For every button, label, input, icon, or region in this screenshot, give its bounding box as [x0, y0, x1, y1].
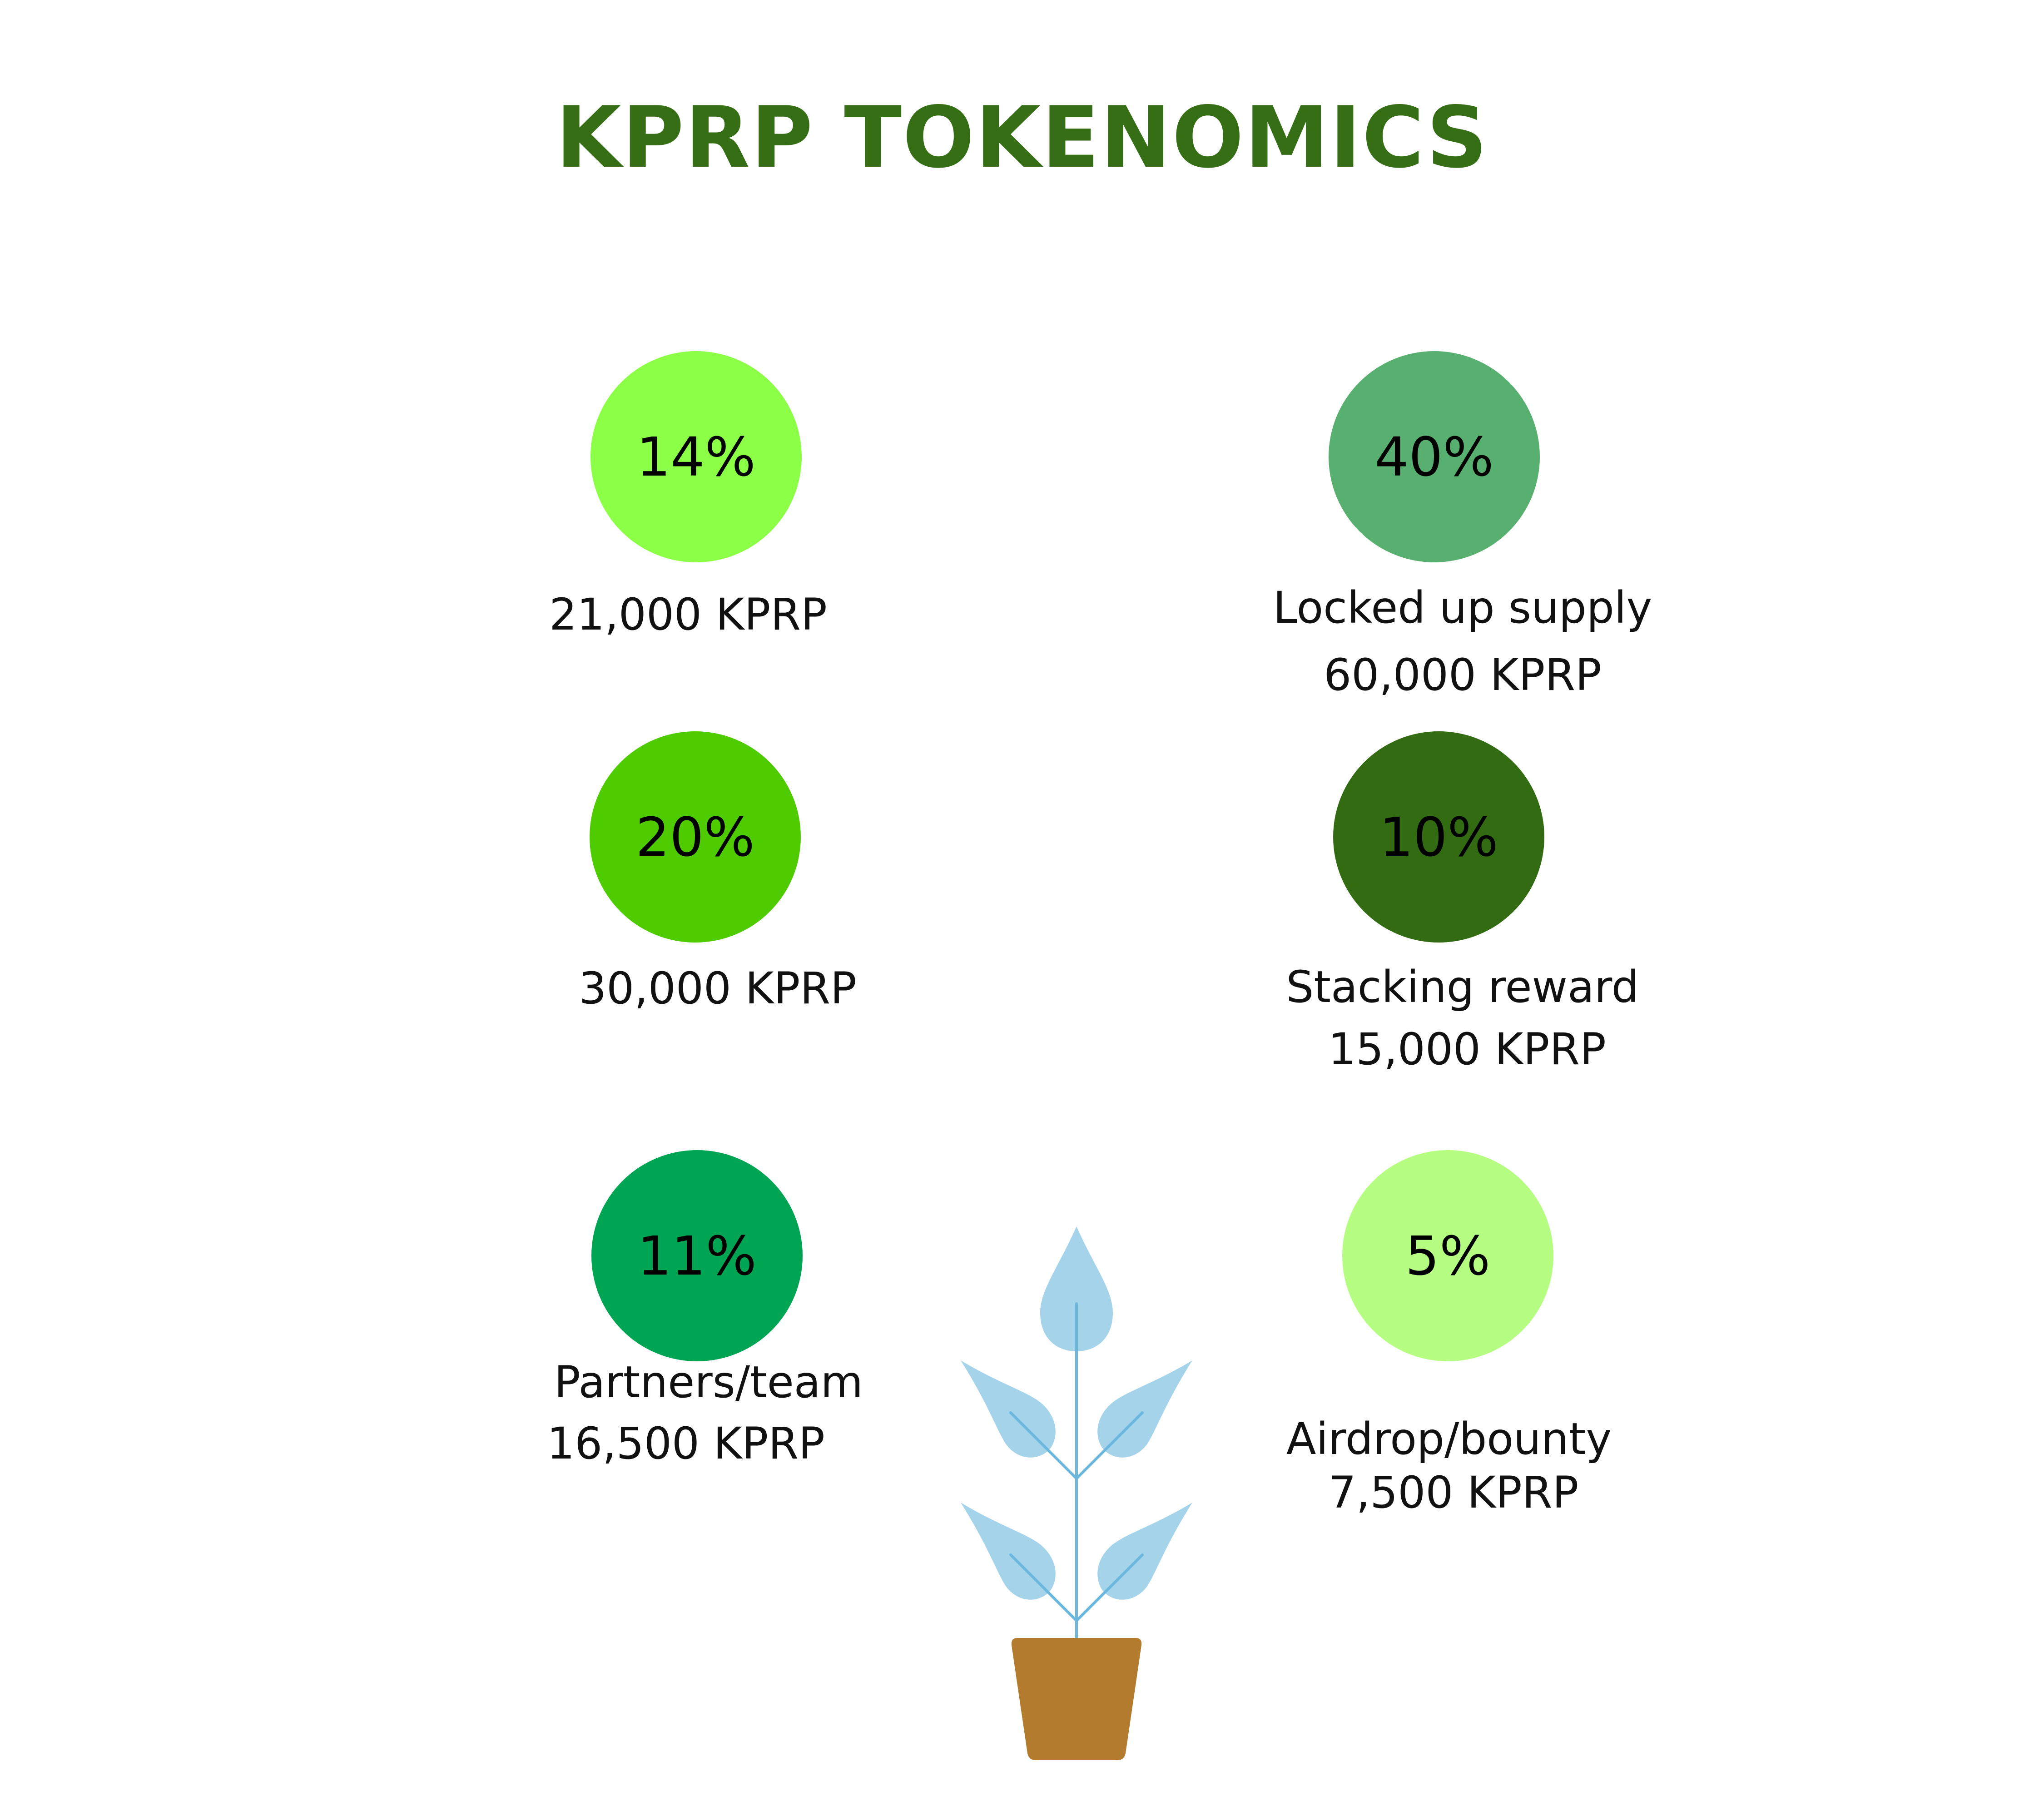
- allocation-amount: 30,000 KPRP: [579, 963, 857, 1014]
- allocation-amount: 16,500 KPRP: [547, 1418, 825, 1469]
- allocation-category: Partners/team: [554, 1357, 863, 1408]
- allocation-circle-40: 40%: [1329, 351, 1540, 562]
- allocation-circle-10: 10%: [1333, 731, 1544, 943]
- allocation-category: Airdrop/bounty: [1286, 1414, 1612, 1464]
- allocation-circle-14: 14%: [590, 351, 802, 562]
- allocation-amount: 15,000 KPRP: [1328, 1024, 1606, 1075]
- allocation-circle-11: 11%: [591, 1150, 803, 1361]
- allocation-amount: 60,000 KPRP: [1324, 650, 1602, 700]
- stem-lower-right: [1075, 1553, 1144, 1622]
- page-title: KPRP TOKENOMICS: [556, 88, 1488, 187]
- allocation-category: Stacking reward: [1286, 962, 1639, 1012]
- allocation-percent: 14%: [636, 425, 756, 488]
- allocation-amount: 21,000 KPRP: [549, 589, 827, 640]
- plant-pot: [1011, 1638, 1142, 1760]
- allocation-circle-5: 5%: [1342, 1150, 1553, 1361]
- stem-upper-left: [1009, 1411, 1078, 1480]
- allocation-percent: 40%: [1374, 425, 1494, 488]
- allocation-percent: 11%: [637, 1224, 757, 1287]
- allocation-category: Locked up supply: [1273, 582, 1652, 633]
- allocation-percent: 20%: [635, 805, 755, 868]
- allocation-amount: 7,500 KPRP: [1328, 1467, 1579, 1518]
- allocation-percent: 10%: [1379, 805, 1498, 868]
- leaf-top: [1040, 1226, 1113, 1351]
- allocation-percent: 5%: [1405, 1224, 1491, 1287]
- stem-upper-right: [1075, 1411, 1144, 1480]
- allocation-circle-20: 20%: [590, 731, 801, 943]
- stem-lower-left: [1009, 1553, 1078, 1622]
